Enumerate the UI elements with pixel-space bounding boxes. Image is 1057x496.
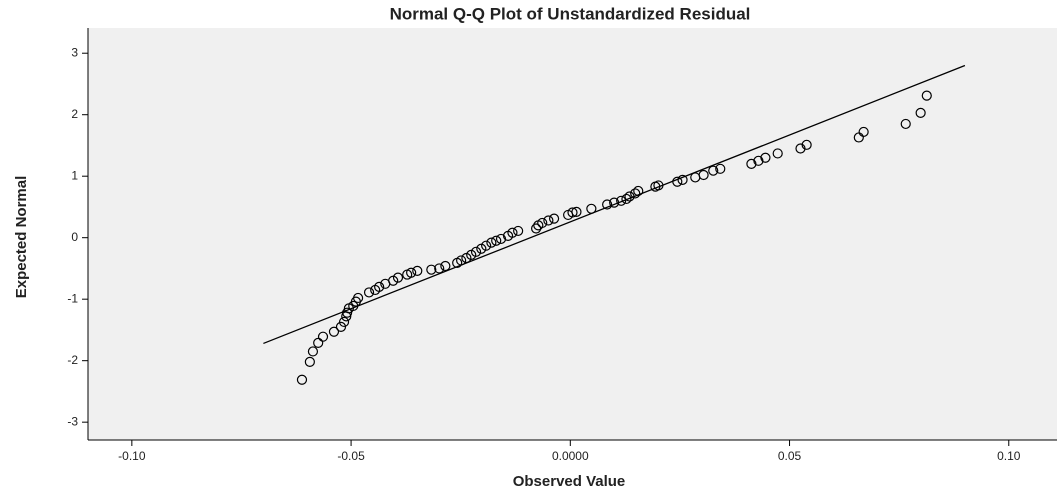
point — [548, 213, 560, 224]
point — [543, 215, 554, 226]
point — [296, 374, 308, 385]
x-axis-label: Observed Value — [513, 473, 626, 490]
point — [915, 107, 926, 118]
point — [342, 307, 353, 318]
y-tick-label: -1 — [67, 291, 78, 305]
point — [586, 203, 597, 214]
y-tick-label: 2 — [71, 107, 78, 121]
point — [715, 163, 726, 174]
plot-area — [88, 28, 1057, 440]
point — [746, 158, 757, 169]
y-tick-label: 0 — [71, 230, 78, 244]
point — [633, 185, 644, 197]
y-tick-label: 1 — [71, 168, 78, 182]
point — [571, 206, 582, 217]
point — [335, 321, 347, 332]
point — [772, 148, 783, 159]
y-tick-label: -3 — [67, 414, 78, 428]
point — [672, 176, 683, 187]
point — [677, 174, 688, 185]
point — [434, 263, 445, 274]
point — [363, 287, 375, 298]
point — [486, 237, 497, 248]
chart-title: Normal Q-Q Plot of Unstandardized Residu… — [390, 4, 751, 23]
point — [507, 227, 518, 238]
point — [624, 191, 635, 202]
point — [328, 326, 340, 337]
x-tick-label: 0.05 — [778, 449, 802, 463]
point — [630, 188, 641, 199]
point — [491, 235, 502, 246]
point — [609, 197, 620, 208]
point — [531, 223, 542, 234]
x-tick-label: 0.10 — [997, 449, 1021, 463]
point — [412, 265, 423, 276]
point — [621, 193, 632, 205]
point — [406, 267, 417, 278]
y-tick-label: -2 — [67, 353, 78, 367]
point — [653, 180, 664, 191]
point — [470, 246, 482, 257]
point — [900, 118, 911, 130]
point — [440, 260, 451, 272]
point — [392, 272, 404, 283]
point — [338, 316, 350, 328]
point — [513, 225, 524, 237]
point — [537, 217, 548, 229]
point — [708, 165, 719, 176]
x-tick-label: -0.10 — [118, 449, 146, 463]
point — [616, 195, 627, 206]
point — [307, 346, 319, 357]
point — [374, 281, 385, 292]
point — [317, 331, 329, 342]
point — [352, 292, 364, 304]
point — [567, 207, 578, 218]
point — [456, 255, 467, 266]
x-tick-label: 0.0000 — [552, 449, 589, 463]
reference-line — [263, 64, 966, 345]
point — [698, 169, 709, 181]
point — [801, 139, 812, 150]
point — [602, 199, 613, 210]
point — [481, 240, 492, 251]
point — [304, 356, 315, 368]
point — [753, 155, 764, 166]
point — [921, 90, 932, 101]
x-tick-label: -0.05 — [337, 449, 365, 463]
point — [858, 126, 869, 138]
point — [760, 152, 771, 163]
point — [426, 264, 437, 275]
y-tick-label: 3 — [71, 45, 78, 59]
point — [495, 233, 507, 245]
y-axis-label: Expected Normal — [13, 176, 30, 299]
